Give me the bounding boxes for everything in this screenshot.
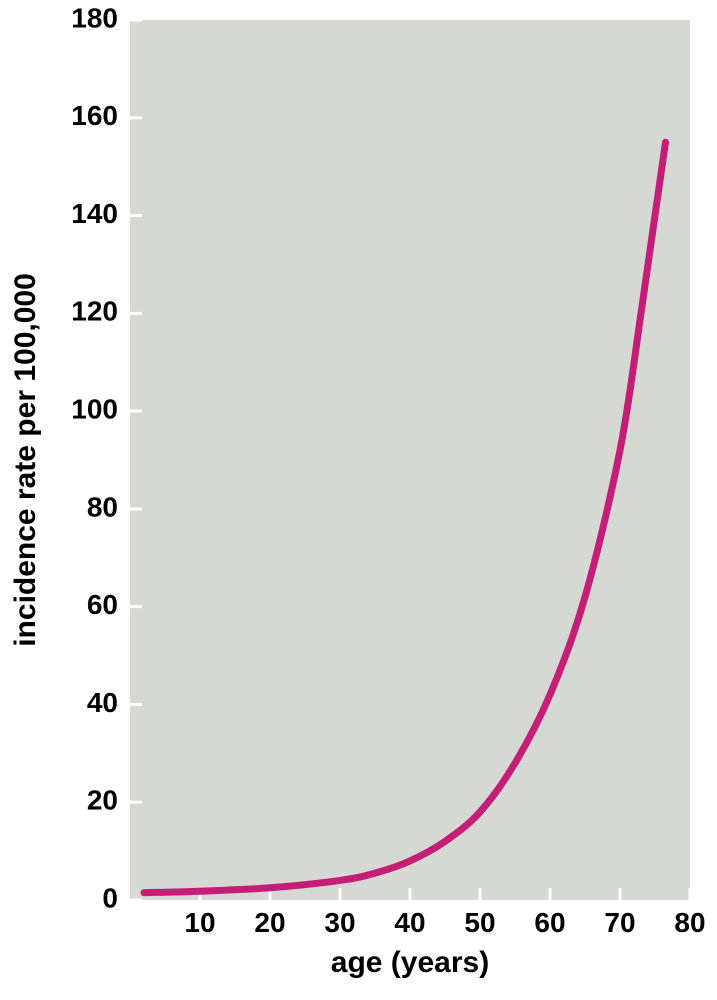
x-tick-label: 20 <box>254 907 285 938</box>
x-axis-label: age (years) <box>331 946 489 979</box>
y-tick-label: 40 <box>87 687 118 718</box>
y-tick-label: 80 <box>87 491 118 522</box>
incidence-chart: 0 20 40 60 80 100 120 140 160 180 10 20 30 40 50 60 70 80… <box>0 0 717 1000</box>
y-tick-label: 20 <box>87 785 118 816</box>
y-tick-label: 60 <box>87 589 118 620</box>
x-tick-label: 10 <box>184 907 215 938</box>
x-tick-label: 30 <box>324 907 355 938</box>
y-axis-label: incidence rate per 100,000 <box>9 273 42 647</box>
y-tick-label: 0 <box>102 882 118 913</box>
y-tick-label: 160 <box>71 100 118 131</box>
y-tick-label: 180 <box>71 2 118 33</box>
x-tick-label: 60 <box>534 907 565 938</box>
y-tick-label: 120 <box>71 296 118 327</box>
y-tick-label: 100 <box>71 394 118 425</box>
plot-area <box>130 20 690 900</box>
chart-svg: 0 20 40 60 80 100 120 140 160 180 10 20 30 40 50 60 70 80… <box>0 0 717 1000</box>
x-tick-label: 50 <box>464 907 495 938</box>
x-tick-label: 40 <box>394 907 425 938</box>
x-tick-label: 70 <box>604 907 635 938</box>
x-tick-label: 80 <box>674 907 705 938</box>
y-tick-label: 140 <box>71 198 118 229</box>
